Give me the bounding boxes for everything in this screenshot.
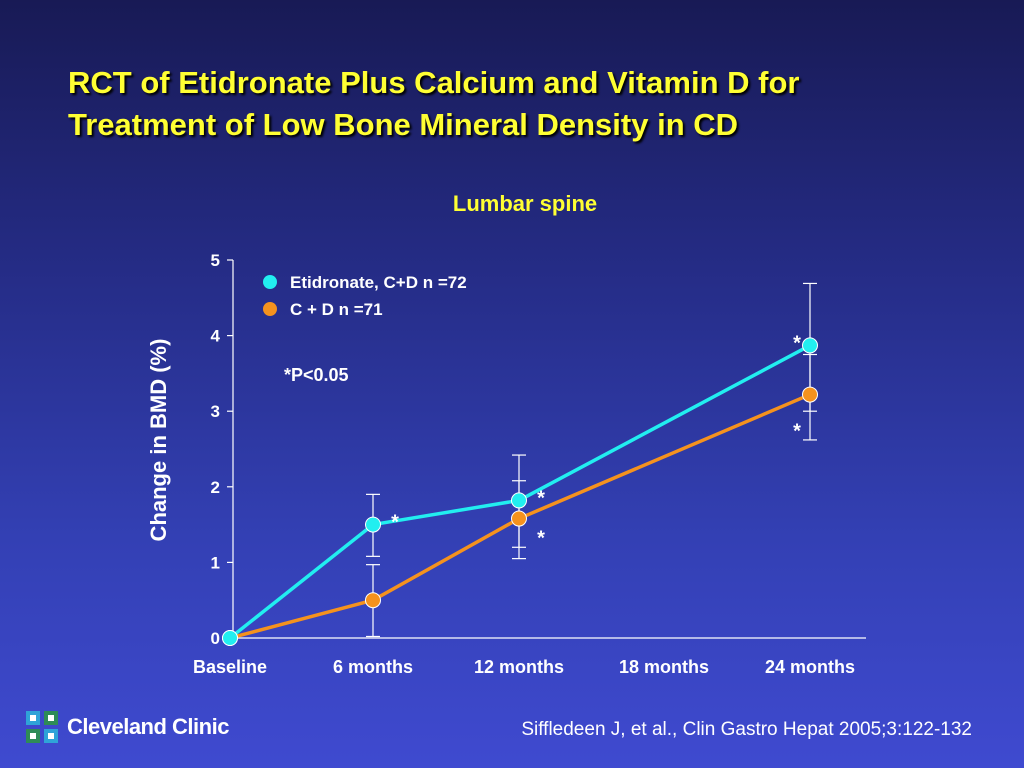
bmd-line-chart: Lumbar spine Change in BMD (%) *P<0.05 0… [146, 191, 866, 677]
legend-swatch [263, 302, 277, 316]
data-points [222, 337, 818, 646]
y-axis-label: Change in BMD (%) [146, 339, 171, 542]
legend-swatch [263, 275, 277, 289]
x-tick-label: 6 months [333, 657, 413, 677]
legend: Etidronate, C+D n =72 C + D n =71 [263, 273, 467, 319]
logo-text: Cleveland Clinic [67, 714, 229, 739]
y-tick-label: 4 [211, 327, 221, 346]
title-line-2: Treatment of Low Bone Mineral Density in… [68, 107, 739, 142]
y-tick-label: 3 [211, 402, 220, 421]
data-point [802, 337, 818, 354]
series-lines [228, 343, 811, 640]
y-tick-label: 1 [211, 553, 220, 572]
data-point [222, 630, 238, 646]
significance-star: * [537, 528, 545, 550]
data-point [365, 516, 381, 533]
title-line-1: RCT of Etidronate Plus Calcium and Vitam… [68, 65, 800, 100]
significance-star: * [537, 487, 545, 509]
x-tick-label: 12 months [474, 657, 564, 677]
chart-title: Lumbar spine [453, 191, 597, 216]
slide-title: RCT of Etidronate Plus Calcium and Vitam… [68, 62, 988, 146]
data-point [802, 386, 818, 403]
y-tick-label: 0 [211, 629, 220, 648]
axes: 0 1 2 3 4 5 Baseline 6 months 12 months 18 months… [193, 251, 866, 677]
x-tick-label: 18 months [619, 657, 709, 677]
series-line-2 [229, 392, 811, 640]
citation: Siffledeen J, et al., Clin Gastro Hepat … [521, 719, 972, 740]
x-tick-label: Baseline [193, 657, 267, 677]
x-tick-label: 24 months [765, 657, 855, 677]
significance-star: * [793, 421, 801, 443]
y-tick-label: 2 [211, 478, 220, 497]
significance-star: * [793, 332, 801, 354]
legend-label: C + D n =71 [290, 300, 383, 319]
significance-star: * [391, 512, 399, 534]
significance-stars: * * * * * [391, 332, 801, 549]
cleveland-clinic-logo: Cleveland Clinic [25, 710, 229, 744]
y-tick-label: 5 [211, 251, 220, 270]
data-point [511, 510, 527, 527]
significance-note: *P<0.05 [284, 365, 349, 385]
data-point [511, 492, 527, 509]
clinic-logo-icon [26, 711, 58, 743]
data-point [365, 592, 381, 609]
legend-label: Etidronate, C+D n =72 [290, 273, 467, 292]
series-line-1 [228, 343, 811, 640]
